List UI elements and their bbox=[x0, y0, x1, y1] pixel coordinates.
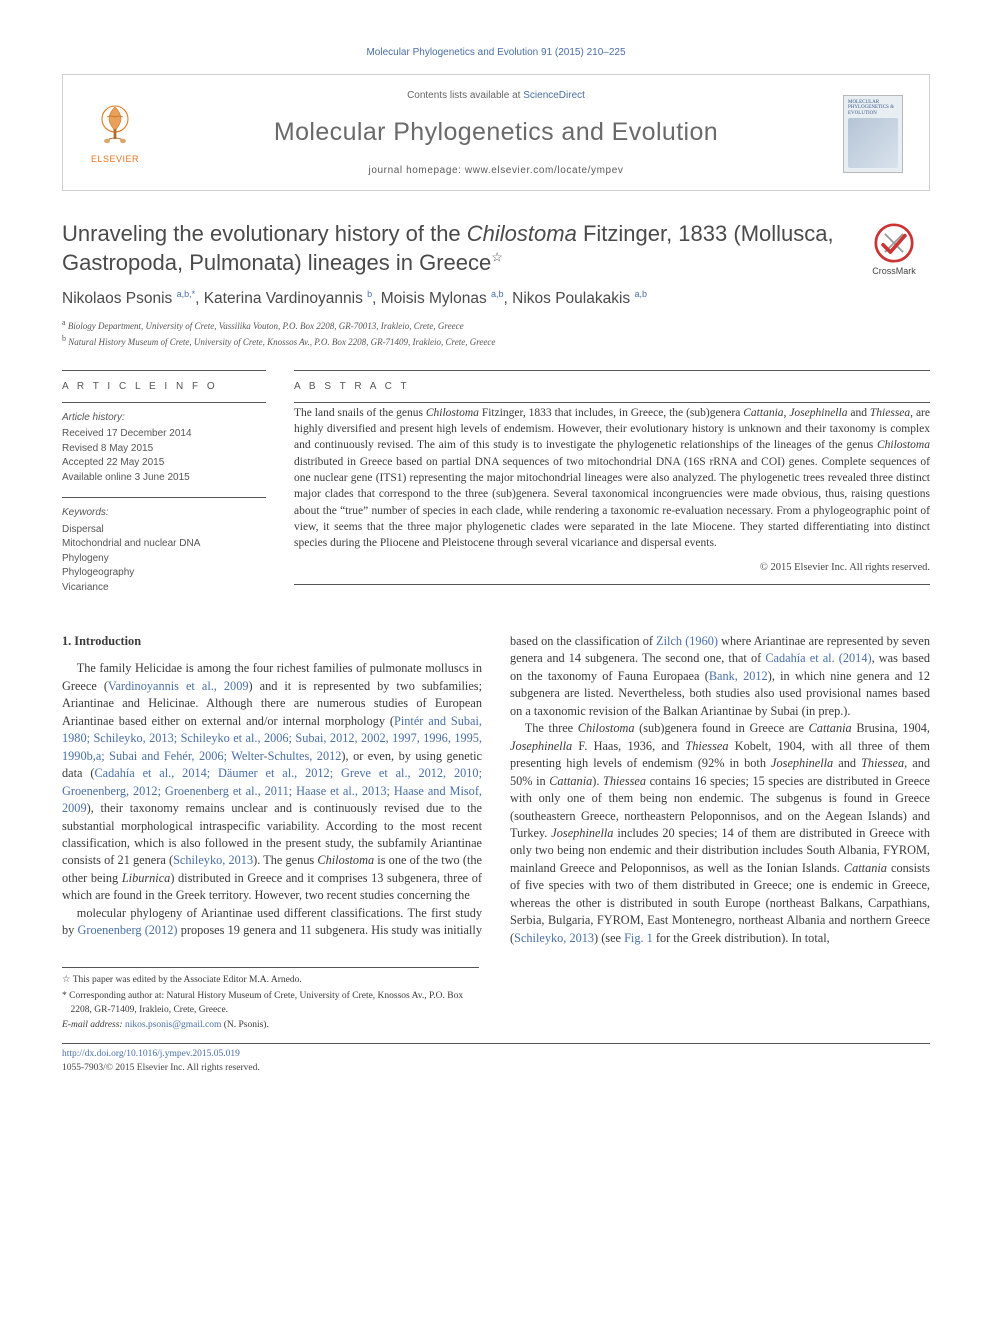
body-two-column: 1. Introduction The family Helicidae is … bbox=[62, 633, 930, 947]
footnotes: ☆ This paper was edited by the Associate… bbox=[62, 967, 479, 1033]
abstract-column: A B S T R A C T The land snails of the g… bbox=[294, 370, 930, 608]
intro-para-1: The family Helicidae is among the four r… bbox=[62, 660, 482, 904]
authors-line: Nikolaos Psonis a,b,*, Katerina Vardinoy… bbox=[62, 288, 930, 310]
title-footnote-star: ☆ bbox=[491, 250, 503, 265]
affiliation-b: b Natural History Museum of Crete, Unive… bbox=[62, 333, 930, 349]
article-title: Unraveling the evolutionary history of t… bbox=[62, 219, 846, 278]
affiliations: a Biology Department, University of Cret… bbox=[62, 317, 930, 349]
abstract-copyright: © 2015 Elsevier Inc. All rights reserved… bbox=[294, 561, 930, 576]
contents-prefix: Contents lists available at bbox=[407, 90, 523, 101]
journal-cover-thumb: MOLECULAR PHYLOGENETICS & EVOLUTION bbox=[843, 95, 903, 173]
footnote-editor: ☆ This paper was edited by the Associate… bbox=[62, 974, 479, 988]
keyword: Vicariance bbox=[62, 581, 266, 596]
issn-copyright: 1055-7903/© 2015 Elsevier Inc. All right… bbox=[62, 1062, 930, 1075]
history-online: Available online 3 June 2015 bbox=[62, 471, 266, 486]
section-1-heading: 1. Introduction bbox=[62, 633, 482, 650]
corresponding-email-link[interactable]: nikos.psonis@gmail.com bbox=[125, 1020, 221, 1030]
running-citation: Molecular Phylogenetics and Evolution 91… bbox=[62, 46, 930, 60]
keyword: Phylogeography bbox=[62, 566, 266, 581]
article-info-column: A R T I C L E I N F O Article history: R… bbox=[62, 370, 266, 608]
contents-available: Contents lists available at ScienceDirec… bbox=[165, 89, 827, 103]
crossmark-badge[interactable]: CrossMark bbox=[858, 223, 930, 278]
affiliation-a: a Biology Department, University of Cret… bbox=[62, 317, 930, 333]
affil-text: Biology Department, University of Crete,… bbox=[68, 321, 464, 331]
elsevier-wordmark: ELSEVIER bbox=[91, 153, 139, 166]
email-label: E-mail address: bbox=[62, 1020, 123, 1030]
elsevier-tree-icon bbox=[91, 101, 139, 149]
doi-link[interactable]: http://dx.doi.org/10.1016/j.ympev.2015.0… bbox=[62, 1048, 930, 1061]
sciencedirect-link[interactable]: ScienceDirect bbox=[523, 90, 585, 101]
crossmark-label: CrossMark bbox=[872, 265, 916, 278]
history-accepted: Accepted 22 May 2015 bbox=[62, 456, 266, 471]
journal-name: Molecular Phylogenetics and Evolution bbox=[165, 115, 827, 150]
article-history: Article history: Received 17 December 20… bbox=[62, 411, 266, 486]
keywords-label: Keywords: bbox=[62, 506, 266, 521]
affil-sup: a bbox=[62, 318, 66, 327]
email-attribution: (N. Psonis). bbox=[224, 1020, 269, 1030]
history-received: Received 17 December 2014 bbox=[62, 427, 266, 442]
cover-thumb-title: MOLECULAR PHYLOGENETICS & EVOLUTION bbox=[848, 100, 898, 117]
keyword: Mitochondrial and nuclear DNA bbox=[62, 537, 266, 552]
bottom-meta: http://dx.doi.org/10.1016/j.ympev.2015.0… bbox=[62, 1044, 930, 1075]
footnote-corresponding: * Corresponding author at: Natural Histo… bbox=[62, 990, 479, 1018]
abstract-heading: A B S T R A C T bbox=[294, 371, 930, 402]
abstract-text: The land snails of the genus Chilostoma … bbox=[294, 403, 930, 552]
masthead: ELSEVIER Contents lists available at Sci… bbox=[62, 74, 930, 191]
homepage-url[interactable]: www.elsevier.com/locate/ympev bbox=[465, 165, 624, 176]
homepage-prefix: journal homepage: bbox=[369, 165, 465, 176]
affil-text: Natural History Museum of Crete, Univers… bbox=[68, 337, 495, 347]
article-title-text: Unraveling the evolutionary history of t… bbox=[62, 221, 834, 275]
history-revised: Revised 8 May 2015 bbox=[62, 442, 266, 457]
keyword: Phylogeny bbox=[62, 552, 266, 567]
journal-homepage: journal homepage: www.elsevier.com/locat… bbox=[165, 164, 827, 178]
cover-thumb-image bbox=[848, 118, 898, 168]
crossmark-icon bbox=[874, 223, 914, 263]
affil-sup: b bbox=[62, 334, 66, 343]
intro-para-3: The three Chilostoma (sub)genera found i… bbox=[510, 720, 930, 947]
elsevier-logo: ELSEVIER bbox=[81, 101, 149, 166]
article-info-heading: A R T I C L E I N F O bbox=[62, 371, 266, 402]
keywords-block: Keywords: Dispersal Mitochondrial and nu… bbox=[62, 498, 266, 595]
history-label: Article history: bbox=[62, 411, 266, 426]
footnote-email: E-mail address: nikos.psonis@gmail.com (… bbox=[62, 1019, 479, 1033]
keyword: Dispersal bbox=[62, 523, 266, 538]
